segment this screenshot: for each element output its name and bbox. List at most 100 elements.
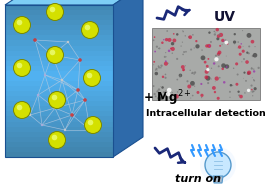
Circle shape [17,63,22,68]
Polygon shape [5,147,113,152]
Circle shape [238,94,240,96]
Polygon shape [5,86,113,91]
Circle shape [218,50,222,54]
Circle shape [14,16,31,33]
Circle shape [33,38,37,42]
Circle shape [232,85,233,86]
Circle shape [236,74,239,76]
Circle shape [164,62,168,66]
Circle shape [233,67,234,69]
Polygon shape [5,15,113,20]
Circle shape [180,45,182,47]
Circle shape [207,44,208,45]
Circle shape [76,88,80,92]
Circle shape [185,65,186,66]
Polygon shape [5,20,113,25]
Circle shape [47,4,64,20]
Circle shape [218,54,219,56]
Circle shape [70,113,74,117]
Circle shape [200,94,203,97]
Circle shape [87,73,92,78]
Circle shape [52,135,57,140]
Polygon shape [5,30,113,35]
Circle shape [192,34,194,36]
Circle shape [200,83,202,85]
Circle shape [168,63,169,64]
Circle shape [211,68,212,69]
Circle shape [234,33,236,35]
Circle shape [251,91,254,93]
Circle shape [160,64,163,67]
Polygon shape [5,122,113,127]
Circle shape [246,52,248,54]
Circle shape [158,66,160,69]
Polygon shape [5,137,113,142]
Circle shape [248,46,250,47]
Circle shape [160,86,161,87]
Polygon shape [5,101,113,106]
Circle shape [214,31,215,32]
Circle shape [251,89,253,91]
Circle shape [251,40,254,43]
Polygon shape [5,5,113,10]
Circle shape [247,72,248,74]
Circle shape [52,95,57,100]
Circle shape [222,44,223,45]
Circle shape [163,39,165,40]
Circle shape [67,41,69,43]
Circle shape [253,80,255,81]
Circle shape [163,91,165,93]
Circle shape [243,78,244,79]
Polygon shape [5,111,113,116]
Circle shape [153,93,156,95]
Circle shape [207,44,211,48]
Circle shape [201,49,203,51]
Circle shape [215,81,216,82]
Circle shape [173,33,174,35]
Circle shape [171,42,174,45]
Polygon shape [5,81,113,86]
Circle shape [201,55,205,60]
Circle shape [217,34,220,38]
Circle shape [64,129,66,131]
Circle shape [229,91,231,93]
Circle shape [190,98,191,99]
Circle shape [154,51,156,52]
Circle shape [168,50,170,52]
Circle shape [165,38,168,41]
Polygon shape [5,61,113,66]
Circle shape [182,54,184,55]
Circle shape [243,58,245,60]
Circle shape [159,47,160,49]
Circle shape [205,70,209,74]
Circle shape [160,67,161,69]
Circle shape [217,97,220,100]
Circle shape [48,132,65,149]
Circle shape [206,76,210,81]
Circle shape [190,49,192,51]
Circle shape [161,86,164,89]
Circle shape [165,74,166,75]
Circle shape [229,97,231,98]
Circle shape [153,64,154,65]
Circle shape [41,124,43,126]
Circle shape [218,65,220,67]
Circle shape [192,95,194,96]
Circle shape [170,48,172,50]
Circle shape [208,31,211,34]
Circle shape [215,55,217,57]
Circle shape [241,61,242,62]
Circle shape [161,41,164,44]
Circle shape [239,95,243,98]
Circle shape [215,32,216,33]
Polygon shape [5,142,113,147]
Circle shape [48,91,65,108]
Circle shape [158,88,160,91]
Circle shape [168,38,172,42]
Circle shape [157,96,162,101]
Circle shape [185,51,187,53]
Circle shape [216,37,219,40]
Polygon shape [5,25,113,30]
Circle shape [54,107,56,109]
Circle shape [171,47,175,51]
